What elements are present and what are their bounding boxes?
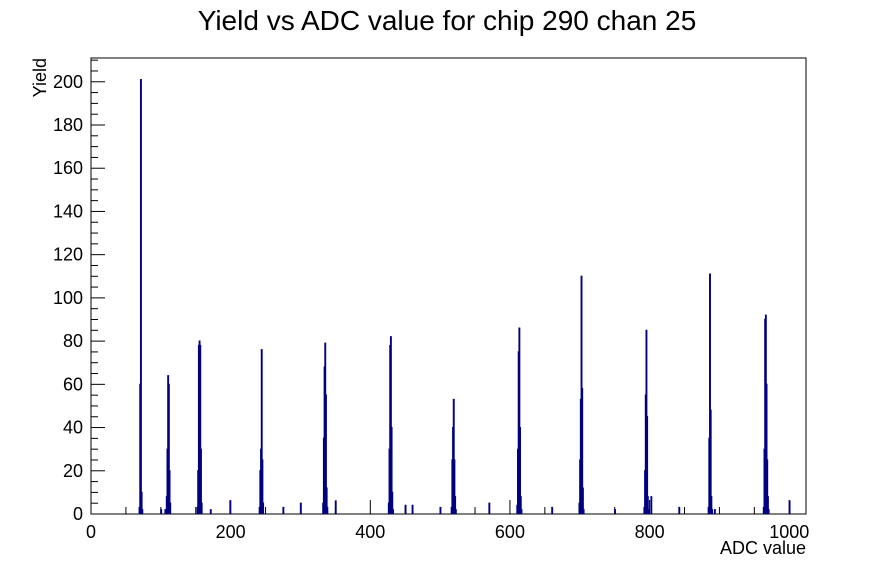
y-tick-label: 80 (63, 331, 83, 351)
histogram-bin (454, 509, 457, 514)
histogram-bin (389, 336, 392, 514)
histogram-bin (646, 496, 649, 514)
histogram-bin (169, 502, 172, 514)
y-tick-label: 160 (53, 158, 83, 178)
y-tick-label: 0 (73, 504, 83, 524)
histogram-bin (325, 487, 328, 514)
y-tick-label: 120 (53, 245, 83, 265)
histogram-bin (299, 502, 302, 514)
histogram-bin (581, 487, 584, 514)
y-tick-label: 200 (53, 72, 83, 92)
histogram-bin (711, 509, 714, 514)
x-tick-label: 400 (355, 522, 385, 542)
y-tick-label: 140 (53, 201, 83, 221)
histogram-bin (788, 500, 791, 514)
histogram-bin (139, 79, 142, 514)
x-tick-label: 600 (495, 522, 525, 542)
histogram-bin (453, 459, 456, 514)
histogram-bin (411, 504, 414, 514)
histogram-bin (209, 509, 212, 514)
histogram-bin (582, 509, 585, 514)
histogram-bin (325, 394, 327, 514)
histogram-bin (766, 496, 769, 514)
plot-frame (90, 57, 807, 515)
histogram-bin (260, 349, 263, 514)
histogram-bin (168, 470, 171, 514)
histogram-bin (326, 506, 329, 514)
histogram-bin (261, 459, 264, 514)
histogram-bin (439, 506, 442, 514)
histogram-bin (200, 502, 203, 514)
chart-title: Yield vs ADC value for chip 290 chan 25 (198, 5, 697, 36)
y-tick-label: 20 (63, 461, 83, 481)
x-axis-label: ADC value (720, 538, 806, 558)
x-axis: 0 200 400 600 800 1000 (86, 500, 809, 542)
histogram-bin (200, 448, 202, 514)
histogram-bin (518, 327, 521, 514)
histogram-bin (581, 388, 584, 514)
histogram-bin (282, 506, 285, 514)
y-axis: 0 20 40 60 80 100 120 140 160 180 200 (53, 59, 105, 524)
histogram-bin (334, 500, 337, 514)
histogram-bin (710, 496, 713, 514)
histogram-bin (488, 502, 491, 514)
histogram-bin (767, 509, 770, 514)
histogram-bin (520, 509, 523, 514)
histogram-bin (391, 491, 394, 514)
histogram-bin (141, 509, 144, 514)
x-tick-label: 200 (216, 522, 246, 542)
histogram-bin (709, 273, 711, 514)
histogram-bin (167, 383, 170, 514)
histogram-bin (164, 509, 167, 514)
histogram-bin (390, 426, 393, 514)
histogram-bin (452, 398, 455, 514)
histogram-bin (454, 496, 457, 514)
y-axis-label: Yield (30, 58, 50, 97)
histogram-bin (229, 500, 232, 514)
histogram-bin (160, 509, 163, 514)
x-tick-label: 1000 (769, 522, 809, 542)
y-tick-label: 60 (63, 374, 83, 394)
histogram-bin (678, 506, 681, 514)
histogram-bin (614, 509, 616, 514)
histogram-bin (709, 409, 712, 514)
y-tick-label: 100 (53, 288, 83, 308)
histogram-bin (199, 344, 202, 514)
histogram-bin (765, 383, 768, 514)
x-tick-label: 800 (635, 522, 665, 542)
histogram-series (138, 79, 791, 514)
histogram-bin (551, 506, 554, 514)
histogram-bin (392, 509, 394, 514)
histogram-bin (713, 509, 716, 514)
histogram-bin (404, 504, 407, 514)
histogram-bin (646, 416, 649, 514)
histogram-bin (262, 502, 265, 514)
y-tick-label: 180 (53, 115, 83, 135)
histogram-bin (650, 496, 653, 514)
histogram-bin (519, 496, 522, 514)
histogram-bin (647, 509, 650, 514)
x-tick-label: 0 (86, 522, 96, 542)
histogram-bin (519, 426, 522, 514)
y-tick-label: 40 (63, 418, 83, 438)
histogram-bin (140, 491, 143, 514)
histogram-bin (766, 459, 769, 514)
